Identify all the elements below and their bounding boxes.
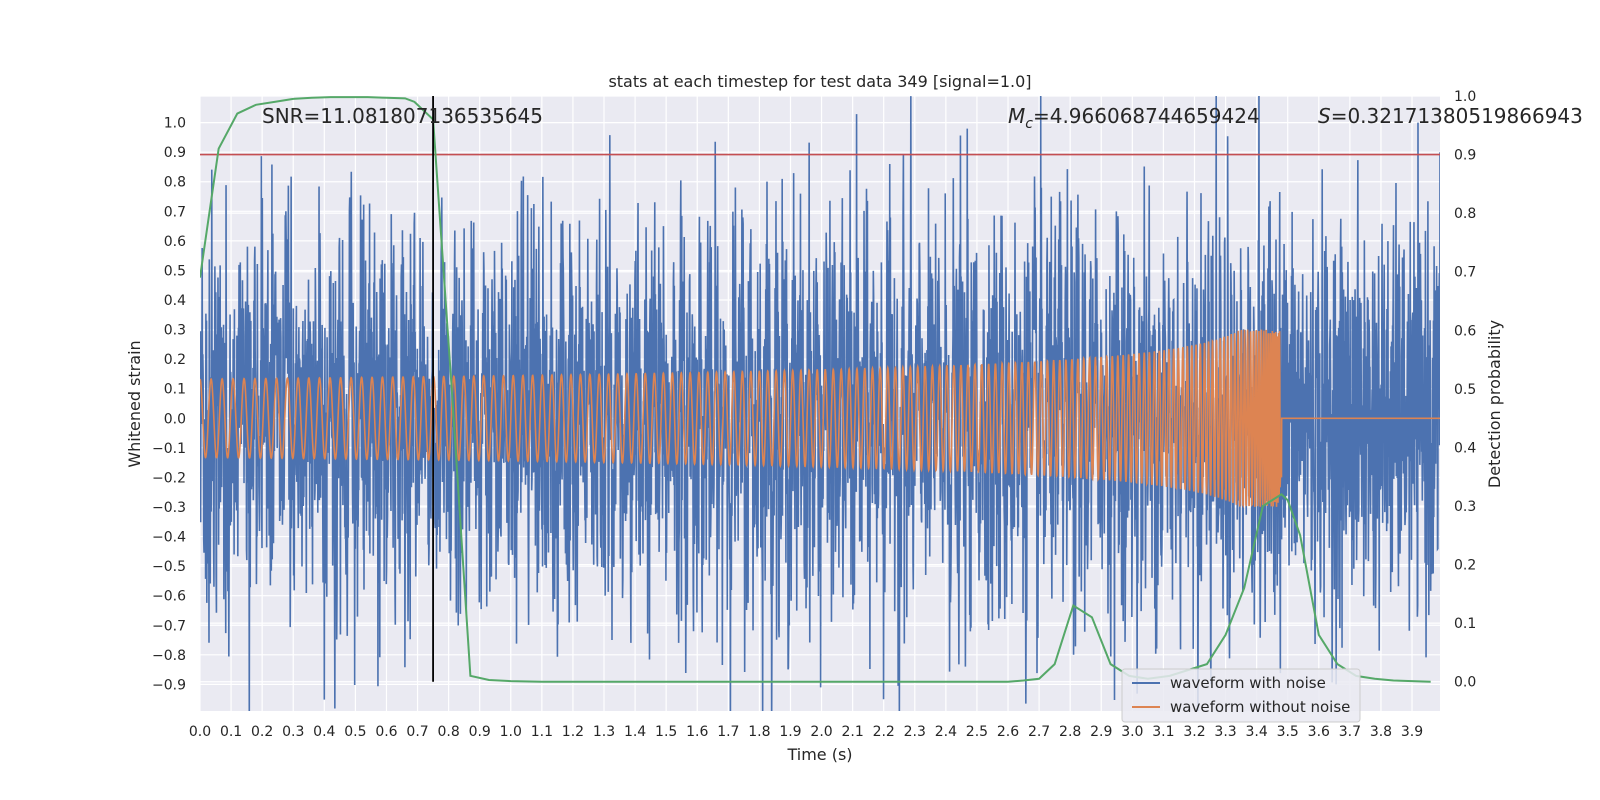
y-tick-label: −0.3 [152,500,186,516]
x-tick-label: 2.0 [810,724,832,740]
y-right-tick-label: 0.1 [1454,616,1476,632]
chirp-mass-annotation: Mc=4.966068744659424 [1008,104,1260,132]
y-tick-label: −0.2 [152,470,186,486]
y-tick-label: 0.4 [164,293,186,309]
x-tick-label: 0.1 [220,724,242,740]
x-tick-label: 0.5 [344,724,366,740]
y-tick-label: −0.7 [152,618,186,634]
x-tick-label: 0.2 [251,724,273,740]
x-tick-label: 2.9 [1090,724,1112,740]
series-waveform-without-noise [200,329,1440,509]
y-tick-label: 0.7 [164,204,186,220]
y-tick-label: −0.9 [152,677,186,693]
x-tick-label: 2.4 [935,724,957,740]
x-tick-label: 0.6 [375,724,397,740]
y-axis-ticks: 1.0 0.9 0.8 0.7 0.6 0.5 0.4 0.3 0.2 0.1 0.0 −0.1 −0.… [152,116,186,694]
legend-box [1121,668,1361,723]
s-annotation: S=0.32171380519866943 [1318,104,1583,128]
x-tick-label: 3.3 [1214,724,1236,740]
y-right-tick-label: 1.0 [1454,89,1476,105]
x-tick-label: 0.0 [189,724,211,740]
y-right-tick-label: 0.5 [1454,382,1476,398]
x-tick-label: 0.9 [469,724,491,740]
y-tick-label: −0.8 [152,648,186,664]
y-tick-label: 0.9 [164,145,186,161]
chirp-mass-subscript: c [1025,116,1033,132]
y-right-tick-label: 0.8 [1454,206,1476,222]
y-tick-label: 0.6 [164,234,186,250]
y-right-tick-label: 0.9 [1454,148,1476,164]
x-tick-label: 1.9 [779,724,801,740]
x-axis-label: Time (s) [786,745,852,764]
y-axis-right-label: Detection probability [1485,320,1504,488]
y-right-tick-label: 0.4 [1454,440,1476,456]
s-value: =0.32171380519866943 [1331,104,1583,128]
legend: waveform with noise waveform without noi… [1121,668,1361,723]
x-tick-label: 2.6 [997,724,1019,740]
x-tick-label: 2.5 [966,724,988,740]
x-tick-label: 1.2 [562,724,584,740]
y-tick-label: 0.2 [164,352,186,368]
chart-title: stats at each timestep for test data 349… [608,72,1031,91]
snr-annotation: SNR=11.081807136535645 [262,104,543,128]
x-tick-label: 3.1 [1152,724,1174,740]
x-tick-label: 3.7 [1339,724,1361,740]
x-tick-label: 2.2 [873,724,895,740]
y-tick-label: −0.6 [152,589,186,605]
y-tick-label: −0.5 [152,559,186,575]
chirp-mass-value: =4.966068744659424 [1033,104,1260,128]
y-tick-label: 0.5 [164,263,186,279]
y-tick-label: 0.0 [164,411,186,427]
x-tick-label: 0.4 [313,724,335,740]
y-tick-label: −0.1 [152,441,186,457]
x-tick-label: 3.8 [1370,724,1392,740]
x-axis-ticks: 0.0 0.1 0.2 0.3 0.4 0.5 0.6 0.7 0.8 0.9 1.0 1.1 1.2 1… [189,724,1423,740]
y-axis-right-ticks: 1.0 0.9 0.8 0.7 0.6 0.5 0.4 0.3 0.2 0.1 0.0 [1454,89,1476,691]
x-tick-label: 0.8 [437,724,459,740]
y-right-tick-label: 0.0 [1454,675,1476,691]
x-tick-label: 3.6 [1308,724,1330,740]
x-tick-label: 1.3 [593,724,615,740]
y-tick-label: 1.0 [164,116,186,132]
x-tick-label: 3.0 [1121,724,1143,740]
x-tick-label: 1.4 [624,724,646,740]
x-tick-label: 3.2 [1183,724,1205,740]
y-right-tick-label: 0.3 [1454,499,1476,515]
legend-label-noisy: waveform with noise [1170,674,1326,692]
x-tick-label: 3.9 [1401,724,1423,740]
series-detection-probability [200,96,1431,683]
x-tick-label: 0.3 [282,724,304,740]
x-tick-label: 1.0 [500,724,522,740]
y-tick-label: 0.1 [164,382,186,398]
legend-label-clean: waveform without noise [1170,698,1350,716]
chirp-mass-symbol: M [1008,104,1025,128]
y-tick-label: 0.8 [164,175,186,191]
x-tick-label: 1.1 [531,724,553,740]
y-right-tick-label: 0.7 [1454,265,1476,281]
x-tick-label: 3.4 [1246,724,1268,740]
y-tick-label: −0.4 [152,530,186,546]
y-tick-label: 0.3 [164,323,186,339]
x-tick-label: 2.3 [904,724,926,740]
x-tick-label: 1.6 [686,724,708,740]
x-tick-label: 1.5 [655,724,677,740]
x-tick-label: 2.7 [1028,724,1050,740]
x-tick-label: 2.8 [1059,724,1081,740]
y-right-tick-label: 0.6 [1454,323,1476,339]
x-tick-label: 3.5 [1277,724,1299,740]
x-tick-label: 1.7 [717,724,739,740]
s-symbol: S [1318,104,1331,128]
x-tick-label: 0.7 [406,724,428,740]
x-tick-label: 1.8 [748,724,770,740]
x-tick-label: 2.1 [841,724,863,740]
y-axis-label: Whitened strain [125,340,144,467]
y-right-tick-label: 0.2 [1454,558,1476,574]
